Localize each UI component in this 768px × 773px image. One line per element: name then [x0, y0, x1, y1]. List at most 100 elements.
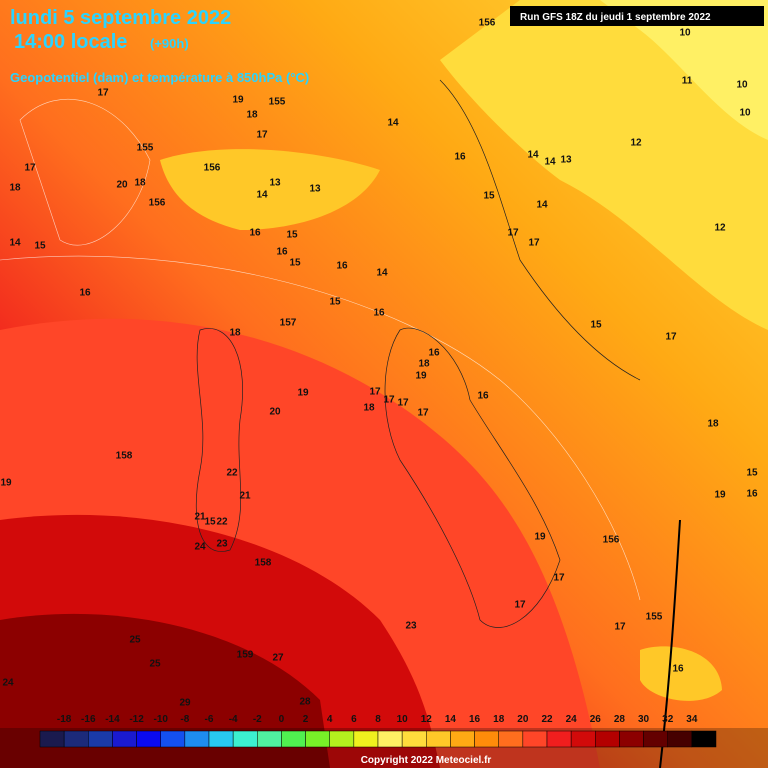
subtitle: Geopotentiel (dam) et température à 850h…	[10, 70, 309, 85]
map-label: 158	[255, 558, 272, 569]
map-label: 13	[309, 184, 321, 195]
yellow-zone	[600, 0, 768, 140]
map-label: 17	[507, 228, 519, 239]
map-label: 14	[387, 118, 399, 129]
map-label: 24	[194, 542, 206, 553]
map-label: 17	[417, 408, 429, 419]
map-label: 157	[280, 318, 297, 329]
map-label: 15	[289, 258, 301, 269]
map-label: 16	[276, 247, 288, 258]
colorbar-tick-label: 22	[541, 714, 553, 725]
map-label: 25	[129, 635, 141, 646]
map-label: 20	[116, 180, 128, 191]
copyright: Copyright 2022 Meteociel.fr	[361, 755, 492, 766]
map-label: 18	[9, 183, 21, 194]
colorbar-swatch	[232, 730, 258, 748]
colorbar-swatch	[595, 730, 620, 748]
colorbar-swatch	[257, 730, 282, 748]
colorbar-swatch	[281, 730, 306, 748]
isotherm	[0, 255, 641, 601]
map-label: 14	[544, 157, 556, 168]
colorbar-tick-label: 16	[469, 714, 481, 725]
warm-yellow-zone	[440, 0, 768, 330]
map-label: 19	[534, 532, 546, 543]
map-label: 13	[269, 178, 281, 189]
map-label: 18	[418, 359, 430, 370]
colorbar-tick-label: 24	[566, 714, 578, 725]
map-label: 17	[553, 573, 565, 584]
map-label: 16	[454, 152, 466, 163]
map-label: 18	[246, 110, 258, 121]
map-label: 27	[272, 653, 284, 664]
map-label: 29	[179, 698, 191, 709]
map-label: 15	[286, 230, 298, 241]
colorbar-tick-label: 20	[517, 714, 529, 725]
colorbar-swatch	[63, 730, 89, 748]
map-label: 14	[527, 150, 539, 161]
colorbar-swatch	[691, 730, 717, 748]
map-label: 11	[682, 76, 693, 87]
map-label: 155	[646, 612, 663, 623]
map-label: 18	[363, 403, 375, 414]
colorbar-tick-label: -14	[105, 714, 120, 725]
map-label: 17	[397, 398, 409, 409]
map-label: 17	[256, 130, 268, 141]
map-label: 156	[603, 535, 620, 546]
map-label: 10	[679, 28, 691, 39]
colorbar-tick-label: 26	[590, 714, 602, 725]
map-label: 17	[97, 88, 109, 99]
colorbar-swatch	[426, 730, 451, 748]
coastlines	[195, 79, 641, 628]
map-label: 18	[707, 419, 719, 430]
map-label: 16	[428, 348, 440, 359]
colorbar-swatch	[160, 730, 186, 748]
isotherm	[19, 98, 151, 246]
colorbar-tick-label: 6	[351, 714, 357, 725]
map-label: 16	[249, 228, 261, 239]
colorbar-swatch	[667, 730, 693, 748]
map-label: 17	[24, 163, 36, 174]
map-label: 158	[116, 451, 133, 462]
warm-spot	[640, 646, 722, 701]
map-label: 19	[297, 388, 309, 399]
map-label: 25	[149, 659, 161, 670]
colorbar-swatch	[546, 730, 572, 748]
map-label: 22	[216, 517, 228, 528]
map-label: 15	[590, 320, 602, 331]
map-label: 28	[299, 697, 311, 708]
alps-zone	[160, 149, 380, 230]
colorbar-swatch	[522, 730, 548, 748]
colorbar-swatch	[88, 730, 113, 748]
map-label: 21	[194, 512, 206, 523]
colorbar-tick-label: 28	[614, 714, 626, 725]
colorbar-swatch	[184, 730, 210, 748]
map-label: 16	[373, 308, 385, 319]
map-label: 16	[477, 391, 489, 402]
map-label: 16	[79, 288, 91, 299]
map-label: 12	[714, 223, 726, 234]
map-label: 18	[134, 178, 146, 189]
map-label: 19	[0, 478, 12, 489]
darkest-zone	[0, 613, 330, 768]
colorbar-tick-label: 14	[445, 714, 457, 725]
colorbar-swatch	[377, 730, 403, 748]
map-label: 16	[336, 261, 348, 272]
colorbar-tick-label: 32	[662, 714, 674, 725]
colorbar-swatch	[136, 730, 161, 748]
colorbar-tick-label: 18	[493, 714, 505, 725]
map-label: 17	[383, 395, 395, 406]
colorbar-tick-label: 30	[638, 714, 650, 725]
map-label: 14	[536, 200, 548, 211]
colorbar-tick-label: -2	[253, 714, 262, 725]
map-label: 17	[369, 387, 381, 398]
map-label: 14	[256, 190, 268, 201]
map-label: 14	[376, 268, 388, 279]
map-label: 20	[269, 407, 281, 418]
map-label: 16	[746, 489, 758, 500]
map-label: 10	[739, 108, 751, 119]
map-label: 14	[9, 238, 21, 249]
colorbar-swatch	[39, 730, 65, 748]
colorbar-tick-label: -8	[180, 714, 189, 725]
colorbar-tick-label: 34	[686, 714, 698, 725]
